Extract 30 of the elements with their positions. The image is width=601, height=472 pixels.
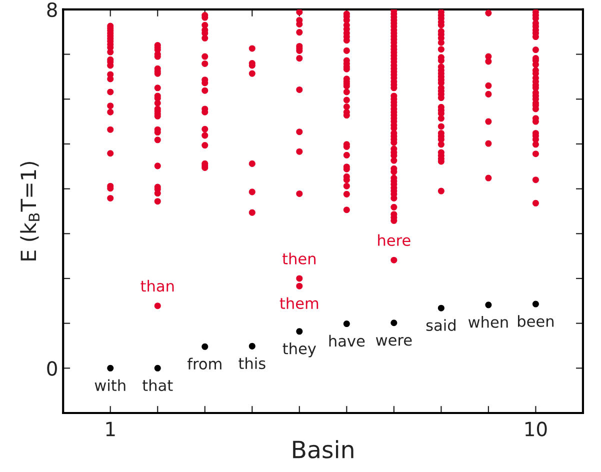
annotation: this	[238, 357, 266, 370]
point	[438, 304, 444, 312]
annotation: when	[468, 316, 508, 328]
annotation: from	[187, 358, 222, 370]
point	[248, 342, 256, 350]
point	[343, 320, 350, 328]
annotation: they	[282, 342, 316, 358]
annotation: them	[280, 297, 318, 310]
x-axis-title: Basin	[293, 440, 354, 458]
annotation: were	[376, 337, 412, 346]
point	[202, 343, 208, 350]
point	[296, 328, 303, 335]
y-axis-title: E (k$_{B}$T=1)	[20, 162, 40, 260]
point	[154, 364, 161, 372]
annotation: said	[426, 319, 456, 332]
annotation: here	[378, 234, 410, 246]
annotation: been	[518, 315, 554, 327]
y-tick-label: 8	[47, 2, 57, 18]
point	[485, 302, 492, 308]
annotation: then	[282, 252, 316, 264]
point	[107, 364, 114, 372]
x-tick-label: 10	[525, 422, 547, 436]
annotation: have	[329, 334, 365, 347]
point	[390, 320, 398, 326]
point	[532, 300, 539, 308]
x-tick-label: 1	[106, 422, 115, 436]
annotation: that	[142, 379, 173, 392]
annotation: than	[140, 280, 174, 292]
annotation: with	[94, 379, 126, 391]
y-tick-label: 0	[47, 361, 57, 376]
